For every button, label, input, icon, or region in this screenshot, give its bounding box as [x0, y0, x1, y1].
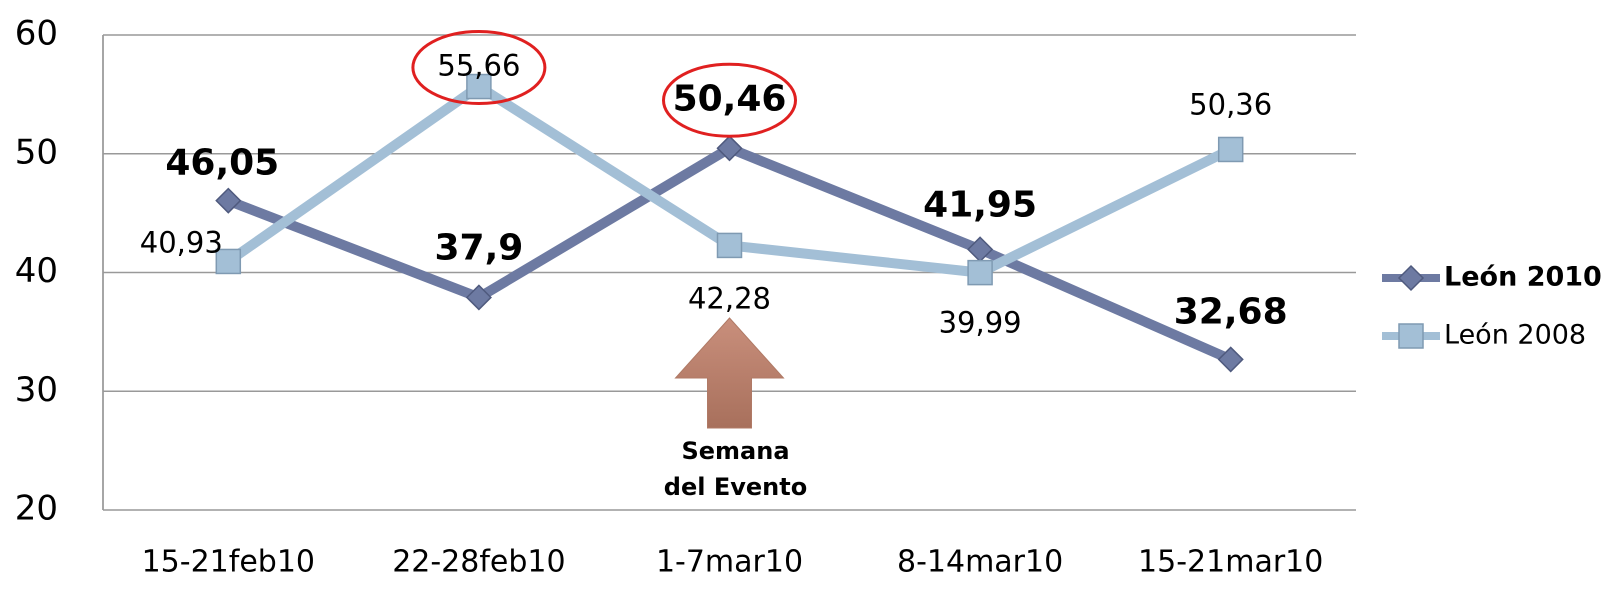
event-arrow	[674, 317, 785, 429]
annotation: Semana	[681, 437, 789, 465]
data-label: 46,05	[165, 143, 279, 184]
marker	[1397, 264, 1425, 292]
y-tick-label: 60	[15, 14, 58, 54]
marker	[215, 187, 242, 214]
highlight	[411, 30, 547, 106]
data-label: 42,28	[688, 281, 771, 315]
marker	[1217, 136, 1244, 163]
x-tick-label: 8-14mar10	[897, 545, 1063, 580]
x-tick-label: 1-7mar10	[656, 545, 803, 580]
marker	[716, 232, 743, 259]
data-label: 55,66	[437, 49, 520, 83]
data-label: 41,95	[923, 184, 1037, 225]
marker	[1217, 346, 1244, 373]
y-tick-label: 20	[15, 489, 58, 529]
data-label: 40,93	[140, 225, 223, 259]
legend-label: León 2008	[1444, 320, 1586, 351]
marker	[716, 135, 743, 162]
legend-label: León 2010	[1444, 262, 1602, 293]
x-tick-label: 15-21mar10	[1138, 545, 1323, 580]
data-label: 39,99	[939, 306, 1022, 340]
y-tick-label: 30	[15, 370, 58, 410]
marker	[967, 259, 993, 286]
marker	[465, 284, 492, 311]
data-label: 50,46	[673, 78, 787, 119]
highlight	[662, 62, 797, 138]
marker	[215, 248, 242, 275]
annotation: del Evento	[664, 473, 807, 501]
data-label: 32,68	[1174, 291, 1288, 332]
data-label: 37,9	[434, 227, 523, 268]
data-label: 50,36	[1189, 87, 1272, 121]
y-tick-label: 50	[15, 132, 58, 172]
y-tick-label: 40	[15, 251, 58, 291]
x-tick-label: 22-28feb10	[392, 545, 565, 580]
marker	[1398, 323, 1424, 349]
x-tick-label: 15-21feb10	[142, 545, 315, 580]
marker	[466, 73, 492, 100]
